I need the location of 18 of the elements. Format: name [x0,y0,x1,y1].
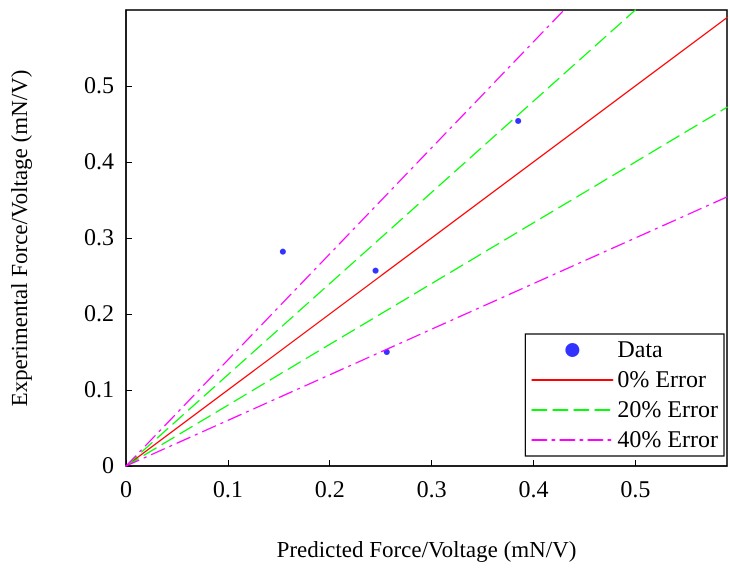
legend-label: 20% Error [617,397,718,423]
x-axis-title: Predicted Force/Voltage (mN/V) [276,537,576,562]
x-tick-label: 0.4 [518,477,548,503]
y-tick-label: 0.2 [84,301,114,327]
x-tick-label: 0.3 [416,477,447,503]
legend-label: Data [617,337,664,363]
legend-label: 0% Error [617,367,706,393]
x-tick-label: 0.5 [620,477,650,503]
x-tick-label: 0 [120,477,132,503]
y-tick-label: 0.5 [84,73,114,99]
legend-label: 40% Error [617,427,718,453]
y-tick-label: 0.3 [84,225,114,251]
y-tick-label: 0.1 [84,377,114,403]
x-tick-label: 0.2 [314,477,345,503]
x-tick-label: 0.1 [212,477,243,503]
y-tick-label: 0 [102,453,114,479]
y-tick-label: 0.4 [84,149,114,175]
y-axis-title: Experimental Force/Voltage (mN/V) [7,70,32,406]
